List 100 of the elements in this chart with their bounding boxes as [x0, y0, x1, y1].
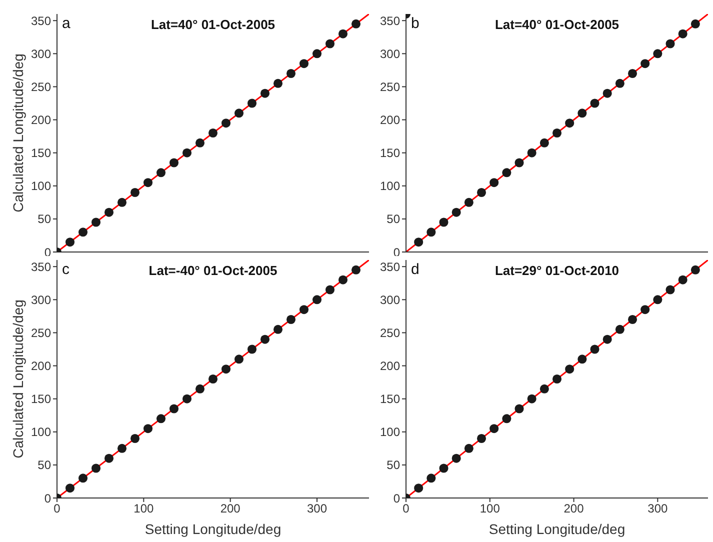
- point: [439, 464, 448, 473]
- point: [464, 444, 474, 453]
- point: [414, 238, 424, 247]
- point: [690, 19, 700, 28]
- point: [527, 394, 536, 404]
- point: [653, 49, 662, 58]
- point: [156, 168, 166, 178]
- point: [221, 118, 231, 128]
- point: [286, 68, 296, 78]
- point: [260, 334, 270, 344]
- point: [414, 484, 424, 493]
- y-tick-label: 350: [380, 14, 400, 28]
- point: [502, 168, 512, 178]
- point: [325, 285, 335, 294]
- point: [169, 158, 179, 168]
- point: [590, 98, 600, 108]
- y-axis-title: Calculated Longitude/deg: [10, 54, 26, 212]
- chart-title: Lat=40° 01-Oct-2005: [150, 17, 276, 32]
- point: [351, 265, 361, 274]
- point: [527, 148, 536, 158]
- x-tick-label: 200: [564, 502, 584, 516]
- y-tick-label: 200: [30, 359, 52, 374]
- point: [104, 208, 114, 217]
- x-axis-title: Setting Longitude/deg: [144, 521, 282, 537]
- y-tick-label: 250: [380, 80, 400, 94]
- point: [464, 198, 474, 207]
- point: [130, 434, 140, 444]
- point: [351, 19, 361, 28]
- point: [678, 29, 688, 38]
- y-tick-label: 200: [30, 113, 52, 128]
- point: [195, 384, 205, 394]
- point: [65, 238, 75, 247]
- y-tick-label: 250: [30, 80, 52, 94]
- y-axis-title: Calculated Longitude/deg: [10, 300, 26, 458]
- y-tick-label: 0: [44, 245, 52, 260]
- y-tick-label: 300: [380, 292, 400, 307]
- y-tick-label: 350: [380, 260, 400, 274]
- point: [117, 444, 127, 453]
- y-tick-label: 100: [380, 179, 400, 194]
- point: [476, 434, 486, 444]
- point: [208, 128, 218, 138]
- point: [490, 424, 499, 434]
- point: [628, 68, 638, 78]
- point: [208, 374, 218, 384]
- point: [602, 88, 612, 98]
- y-tick-label: 200: [380, 359, 400, 374]
- y-tick-label: 150: [30, 146, 52, 160]
- point: [590, 344, 600, 354]
- point: [156, 414, 166, 424]
- y-tick-label: 250: [30, 326, 52, 340]
- point: [640, 305, 650, 314]
- point: [615, 78, 624, 88]
- point: [234, 108, 244, 118]
- point: [565, 364, 574, 374]
- y-tick-label: 0: [44, 491, 52, 506]
- y-tick-label: 150: [30, 392, 52, 406]
- point: [104, 454, 114, 463]
- y-tick-label: 150: [380, 146, 400, 160]
- point: [690, 265, 700, 274]
- point: [439, 218, 448, 227]
- y-tick-label: 0: [393, 245, 400, 260]
- x-tick-label: 200: [220, 502, 241, 516]
- point: [552, 128, 562, 138]
- point: [653, 295, 662, 304]
- point: [299, 305, 309, 314]
- y-tick-label: 300: [30, 292, 52, 307]
- x-tick-label: 300: [306, 502, 328, 516]
- point: [615, 324, 624, 334]
- y-tick-label: 50: [386, 458, 400, 472]
- point: [514, 404, 524, 414]
- y-tick-label: 100: [380, 425, 400, 440]
- x-tick-label: 0: [54, 502, 61, 516]
- y-tick-label: 300: [30, 46, 52, 61]
- point: [338, 275, 348, 284]
- point: [666, 285, 675, 294]
- y-tick-label: 50: [38, 458, 52, 472]
- chart-title: Lat=29° 01-Oct-2010: [494, 263, 620, 278]
- point: [273, 78, 283, 88]
- point: [602, 334, 612, 344]
- point: [452, 208, 461, 217]
- y-tick-label: 200: [380, 113, 400, 128]
- y-tick-label: 0: [393, 491, 400, 506]
- x-tick-label: 0: [402, 502, 410, 516]
- point: [476, 188, 486, 198]
- point: [273, 324, 283, 334]
- point: [130, 188, 140, 198]
- point: [195, 138, 205, 148]
- annotation: b: [411, 15, 420, 32]
- point: [540, 138, 549, 148]
- y-tick-label: 250: [380, 326, 400, 340]
- point: [578, 108, 587, 118]
- point: [169, 404, 179, 414]
- point: [182, 394, 192, 404]
- point: [312, 49, 322, 58]
- x-tick-label: 300: [648, 502, 668, 516]
- point: [452, 454, 461, 463]
- point: [286, 314, 296, 324]
- point: [182, 148, 192, 158]
- annotation: d: [411, 261, 420, 278]
- point: [299, 59, 309, 68]
